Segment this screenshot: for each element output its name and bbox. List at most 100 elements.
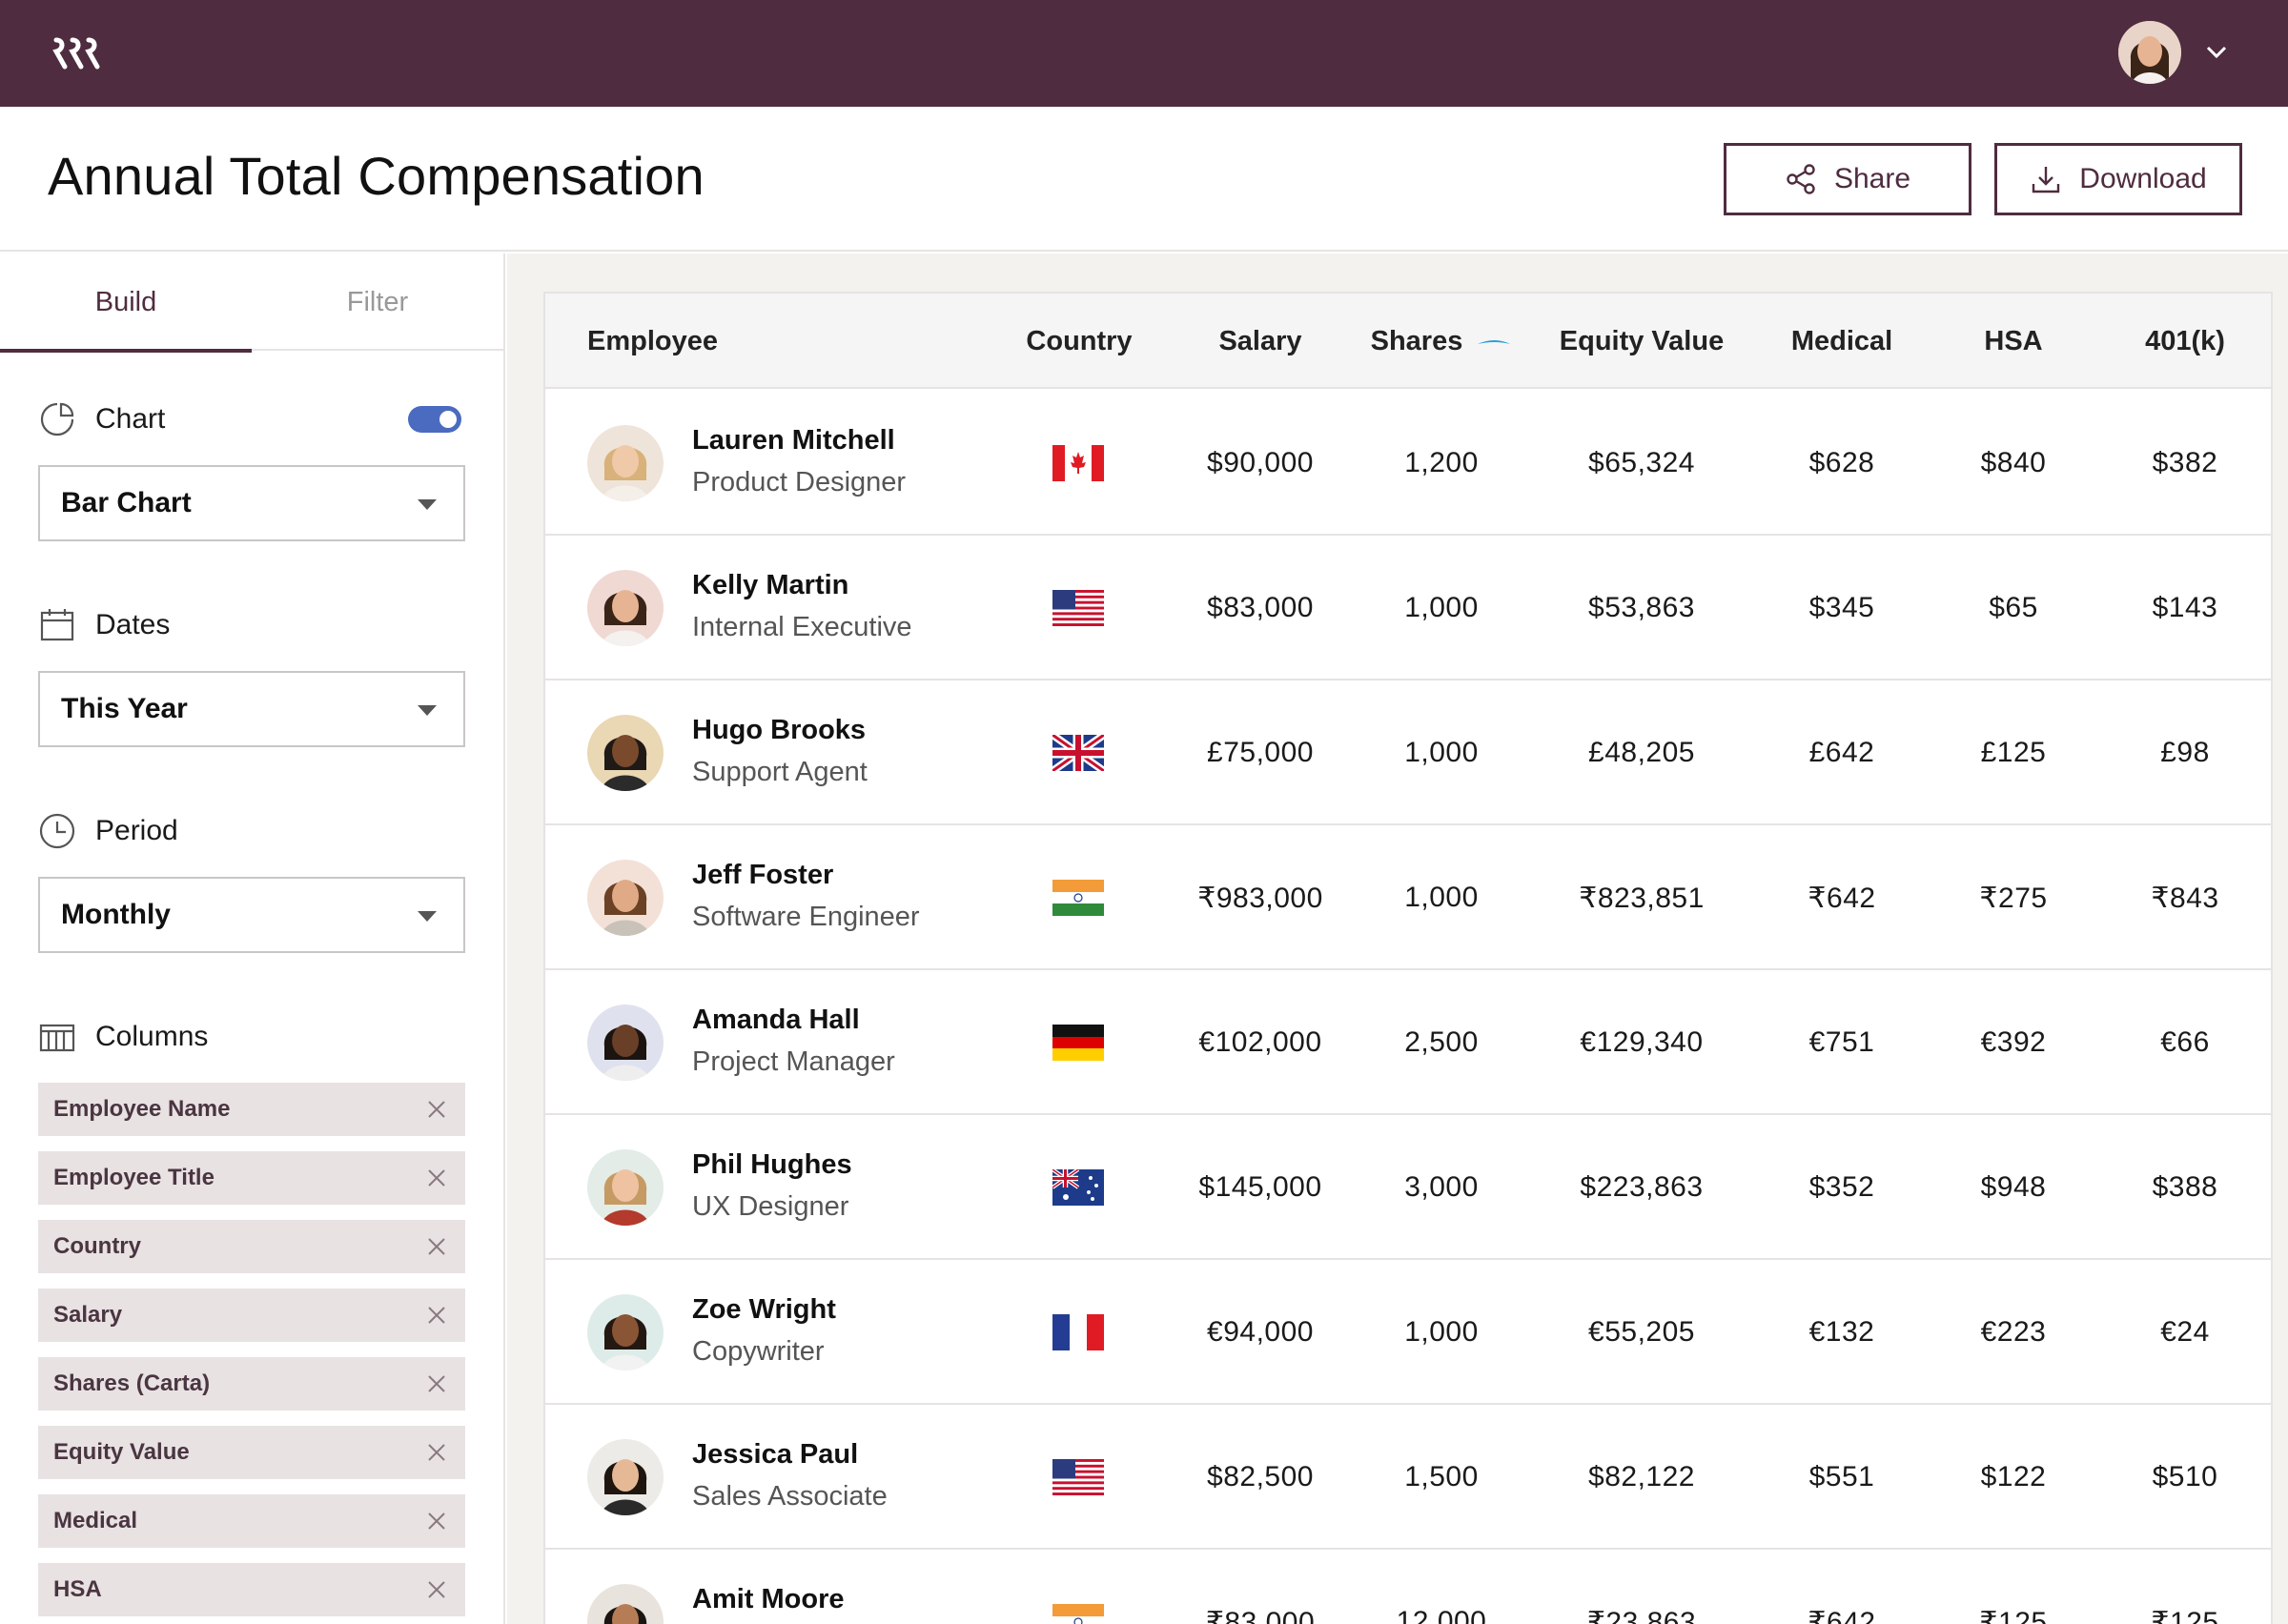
column-chip-label: Country: [53, 1233, 141, 1259]
table-row[interactable]: Jessica Paul Sales Associate $82,500 1,500 $…: [545, 1405, 2271, 1550]
cell-medical: €751: [1808, 1026, 1875, 1058]
download-icon: [2033, 167, 2060, 193]
period-select[interactable]: Monthly: [38, 877, 465, 953]
chart-toggle[interactable]: [408, 406, 461, 433]
cell-k401: £98: [2160, 737, 2210, 768]
table-row[interactable]: Kelly Martin Internal Executive $83,000 1,0…: [545, 536, 2271, 680]
top-nav-bar: [0, 0, 2288, 107]
clock-icon: [39, 813, 75, 849]
close-icon[interactable]: [425, 1235, 448, 1258]
table-row[interactable]: Hugo Brooks Support Agent £75,000 1,000 £48,…: [545, 680, 2271, 825]
column-chip-label: Salary: [53, 1302, 123, 1328]
sort-descending-icon[interactable]: [1476, 335, 1512, 348]
employee-name[interactable]: Amanda Hall: [692, 1005, 860, 1035]
column-header-medical[interactable]: Medical: [1790, 325, 1893, 356]
cell-medical: £642: [1808, 737, 1875, 768]
employee-name[interactable]: Phil Hughes: [692, 1149, 852, 1180]
close-icon[interactable]: [425, 1372, 448, 1395]
employee-name[interactable]: Lauren Mitchell: [692, 425, 895, 456]
user-avatar[interactable]: [2118, 21, 2181, 84]
table-row[interactable]: Amit Moore ₹83,000 12,000 ₹23,863 ₹642 ₹125 ₹1…: [545, 1550, 2271, 1624]
close-icon[interactable]: [425, 1441, 448, 1464]
cell-hsa: £125: [1980, 737, 2047, 768]
column-header-hsa[interactable]: HSA: [1984, 325, 2043, 356]
cell-k401: $382: [2152, 447, 2218, 478]
download-button[interactable]: Download: [1994, 143, 2242, 215]
dates-value: This Year: [61, 693, 188, 724]
cell-medical: $551: [1808, 1461, 1875, 1492]
column-chip-label: Equity Value: [53, 1439, 190, 1465]
cell-hsa: ₹125: [1979, 1606, 2048, 1624]
employee-name[interactable]: Kelly Martin: [692, 570, 849, 600]
employee-name[interactable]: Hugo Brooks: [692, 715, 867, 745]
column-header-equity-value[interactable]: Equity Value: [1559, 325, 1725, 356]
cell-salary: €94,000: [1207, 1316, 1314, 1348]
table-row[interactable]: Amanda Hall Project Manager €102,000 2,500 €…: [545, 970, 2271, 1115]
share-label: Share: [1833, 163, 1911, 194]
column-header-country[interactable]: Country: [1026, 325, 1133, 356]
period-section-label: Period: [38, 812, 178, 850]
employee-avatar: [587, 1294, 664, 1370]
cell-k401: $388: [2152, 1171, 2218, 1203]
table-row[interactable]: Jeff Foster Software Engineer ₹983,000 1,00…: [545, 825, 2271, 970]
column-chip: Country: [38, 1220, 465, 1273]
close-icon[interactable]: [425, 1578, 448, 1601]
canada-flag-icon: [1052, 445, 1104, 481]
close-icon[interactable]: [425, 1098, 448, 1121]
column-chip: Salary: [38, 1289, 465, 1342]
close-icon[interactable]: [425, 1510, 448, 1533]
column-chip-label: Employee Title: [53, 1165, 214, 1190]
cell-hsa: $840: [1980, 447, 2047, 478]
employee-avatar: [587, 1005, 664, 1081]
cell-salary: $82,500: [1207, 1461, 1314, 1492]
table-row[interactable]: Zoe Wright Copywriter €94,000 1,000 €55,205 €…: [545, 1260, 2271, 1405]
column-header-salary[interactable]: Salary: [1218, 325, 1302, 356]
employee-name[interactable]: Jeff Foster: [692, 860, 834, 890]
share-button[interactable]: Share: [1724, 143, 1971, 215]
employee-title: Internal Executive: [692, 612, 912, 642]
chevron-down-icon[interactable]: [2204, 42, 2229, 61]
cell-equity: €129,340: [1580, 1026, 1704, 1058]
shares-header-label: Shares: [1370, 325, 1463, 356]
sidebar-tabs: Build Filter: [0, 254, 503, 353]
cell-k401: ₹843: [2151, 882, 2219, 914]
dates-select[interactable]: This Year: [38, 671, 465, 747]
column-header-employee[interactable]: Employee: [587, 325, 718, 356]
table-row[interactable]: Lauren Mitchell Product Designer $90,000 1,…: [545, 391, 2271, 536]
column-header-shares[interactable]: Shares: [1356, 294, 1527, 389]
cell-shares: 1,000: [1404, 882, 1479, 913]
column-chip: Employee Name: [38, 1083, 465, 1136]
close-icon[interactable]: [425, 1167, 448, 1189]
cell-medical: €132: [1808, 1316, 1875, 1348]
cell-equity: ₹23,863: [1586, 1606, 1697, 1624]
chart-type-select[interactable]: Bar Chart: [38, 465, 465, 541]
tab-filter[interactable]: Filter: [346, 286, 409, 317]
table-row[interactable]: Phil Hughes UX Designer $145,000 3,000 $223,…: [545, 1115, 2271, 1260]
cell-salary: €102,000: [1198, 1026, 1322, 1058]
column-header-401k[interactable]: 401(k): [2145, 325, 2225, 356]
employee-avatar: [587, 1584, 664, 1624]
caret-down-icon: [418, 499, 437, 510]
column-chip: Equity Value: [38, 1426, 465, 1479]
employee-avatar: [587, 425, 664, 501]
cell-hsa: $122: [1980, 1461, 2047, 1492]
cell-shares: 1,000: [1404, 737, 1479, 768]
logo-icon[interactable]: [52, 36, 102, 71]
employee-name[interactable]: Zoe Wright: [692, 1294, 836, 1325]
column-chip-label: Employee Name: [53, 1096, 231, 1122]
cell-salary: ₹983,000: [1197, 882, 1323, 914]
cell-medical: $352: [1808, 1171, 1875, 1203]
page-title: Annual Total Compensation: [48, 146, 705, 206]
cell-equity: €55,205: [1588, 1316, 1695, 1348]
cell-equity: ₹823,851: [1579, 882, 1705, 914]
employee-name[interactable]: Jessica Paul: [692, 1439, 859, 1470]
cell-hsa: €223: [1980, 1316, 2047, 1348]
period-value: Monthly: [61, 899, 171, 930]
cell-equity: $223,863: [1580, 1171, 1704, 1203]
chart-type-value: Bar Chart: [61, 487, 192, 518]
tab-build[interactable]: Build: [0, 254, 252, 353]
dates-label: Dates: [95, 609, 171, 640]
close-icon[interactable]: [425, 1304, 448, 1327]
employee-name[interactable]: Amit Moore: [692, 1584, 845, 1614]
pie-chart-icon: [40, 402, 74, 436]
